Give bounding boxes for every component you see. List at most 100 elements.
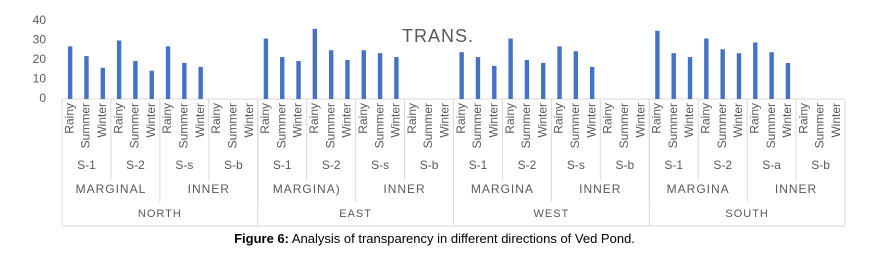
bar [133, 60, 138, 99]
x-tick-label: Rainy [503, 103, 517, 134]
x-tick-label: Winter [389, 103, 403, 138]
x-tick-label: Winter [242, 103, 256, 138]
x-tick-label: Rainy [454, 103, 468, 134]
zone-label: INNER [188, 182, 230, 196]
x-tick-label: Summer [764, 103, 778, 148]
zone-label: MARGINA [667, 182, 730, 196]
bar [296, 60, 301, 99]
bar [589, 66, 595, 99]
caption-text: Analysis of transparency in different di… [291, 231, 635, 246]
x-tick-label: Winter [340, 103, 354, 138]
x-tick-label: Summer [177, 103, 191, 148]
bar [149, 70, 154, 99]
x-tick-label: Summer [568, 103, 582, 148]
zone-label: MARGINA) [273, 182, 341, 196]
zone-label: INNER [775, 182, 817, 196]
bar [508, 38, 513, 99]
bar [671, 53, 676, 99]
station-label: S-b [615, 158, 634, 172]
bar [263, 38, 269, 99]
x-tick-label: Rainy [405, 103, 419, 134]
x-tick-label: Summer [421, 103, 435, 148]
x-tick-label: Summer [225, 103, 239, 148]
station-label: S-1 [273, 158, 292, 172]
x-tick-label: Summer [323, 103, 337, 148]
x-tick-label: Rainy [209, 103, 223, 134]
caption-label: Figure 6: [234, 231, 289, 246]
bar [704, 38, 709, 99]
station-label: S-1 [664, 158, 683, 172]
bar [394, 57, 399, 99]
bar [541, 62, 546, 99]
x-tick-label: Rainy [356, 103, 370, 134]
bar [557, 46, 562, 99]
station-label: S-2 [713, 158, 732, 172]
x-tick-label: Winter [438, 103, 452, 138]
x-tick-label: Winter [731, 103, 745, 138]
x-tick-label: Rainy [699, 103, 713, 134]
x-tick-label: Winter [682, 103, 696, 138]
station-label: S-b [224, 158, 243, 172]
direction-label: SOUTH [725, 208, 769, 220]
chart-title: TRANS. [402, 26, 474, 46]
station-label: S-2 [126, 158, 145, 172]
x-tick-label: Winter [829, 103, 843, 138]
station-label: S-1 [469, 158, 488, 172]
x-tick-label: Rainy [747, 103, 761, 134]
station-label: S-s [567, 158, 585, 172]
bar [785, 62, 791, 99]
bar [459, 52, 464, 99]
x-tick-label: Summer [715, 103, 729, 148]
x-tick-label: Summer [274, 103, 288, 148]
bar [67, 46, 73, 99]
station-label: S-s [175, 158, 193, 172]
zone-label: MARGINA [471, 182, 534, 196]
x-tick-label: Summer [519, 103, 533, 148]
direction-label: NORTH [138, 208, 182, 220]
station-label: S-2 [322, 158, 341, 172]
bar [116, 40, 122, 99]
bar [280, 57, 285, 99]
caption: Figure 6: Analysis of transparency in di… [0, 231, 869, 246]
station-label: S-s [371, 158, 389, 172]
station-label: S-b [811, 158, 830, 172]
x-tick-label: Winter [584, 103, 598, 138]
bar [492, 65, 497, 99]
x-tick-label: Winter [291, 103, 305, 138]
x-tick-label: Rainy [111, 103, 125, 134]
bar [361, 50, 366, 99]
zone-label: INNER [383, 182, 425, 196]
x-tick-label: Summer [813, 103, 827, 148]
bar [769, 52, 774, 99]
station-label: S-a [762, 158, 781, 172]
station-label: S-1 [77, 158, 96, 172]
bar [312, 28, 318, 99]
bar [736, 53, 742, 99]
bar [182, 62, 187, 99]
y-tick-label: 20 [33, 52, 47, 66]
bar [687, 57, 693, 99]
x-tick-label: Summer [372, 103, 386, 148]
x-tick-label: Rainy [552, 103, 566, 134]
x-tick-label: Rainy [160, 103, 174, 134]
station-label: S-2 [518, 158, 537, 172]
bar [328, 50, 334, 99]
bar [524, 60, 530, 99]
zone-label: INNER [579, 182, 621, 196]
direction-label: WEST [533, 208, 569, 220]
x-tick-label: Summer [470, 103, 484, 148]
x-tick-label: Winter [95, 103, 109, 138]
bar [165, 46, 171, 99]
x-tick-label: Summer [128, 103, 142, 148]
bar [573, 51, 579, 99]
bar [345, 60, 350, 99]
zone-label: MARGINAL [76, 182, 147, 196]
y-tick-label: 30 [33, 33, 47, 47]
x-tick-label: Rainy [62, 103, 76, 134]
x-tick-label: Rainy [258, 103, 272, 134]
x-tick-label: Winter [486, 103, 500, 138]
y-tick-label: 0 [39, 91, 46, 105]
x-tick-label: Rainy [650, 103, 664, 134]
